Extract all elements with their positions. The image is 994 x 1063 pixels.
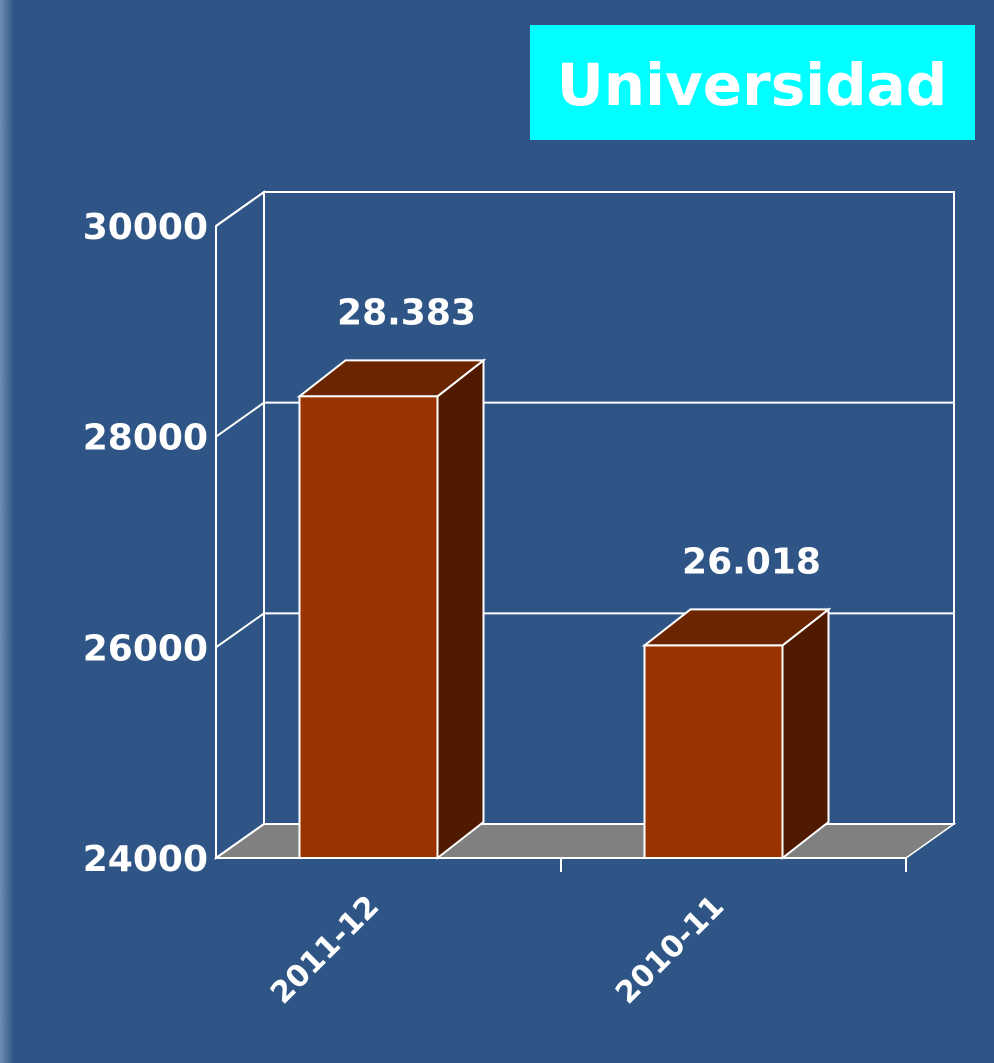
bar bbox=[643, 644, 784, 859]
chart-title: Universidad bbox=[557, 51, 948, 119]
value-label: 28.383 bbox=[337, 292, 476, 333]
bar bbox=[298, 395, 439, 859]
y-tick-label: 28000 bbox=[83, 418, 208, 459]
y-tick-label: 24000 bbox=[83, 839, 208, 880]
title-box bbox=[530, 25, 975, 140]
left-edge bbox=[0, 0, 14, 1063]
grid-line bbox=[215, 191, 954, 227]
value-label: 26.018 bbox=[682, 541, 821, 582]
bar-side bbox=[781, 607, 830, 861]
y-tick-label: 30000 bbox=[83, 207, 208, 248]
y-tick-label: 26000 bbox=[83, 628, 208, 669]
bar-side bbox=[436, 358, 485, 861]
grid-line bbox=[215, 401, 954, 438]
